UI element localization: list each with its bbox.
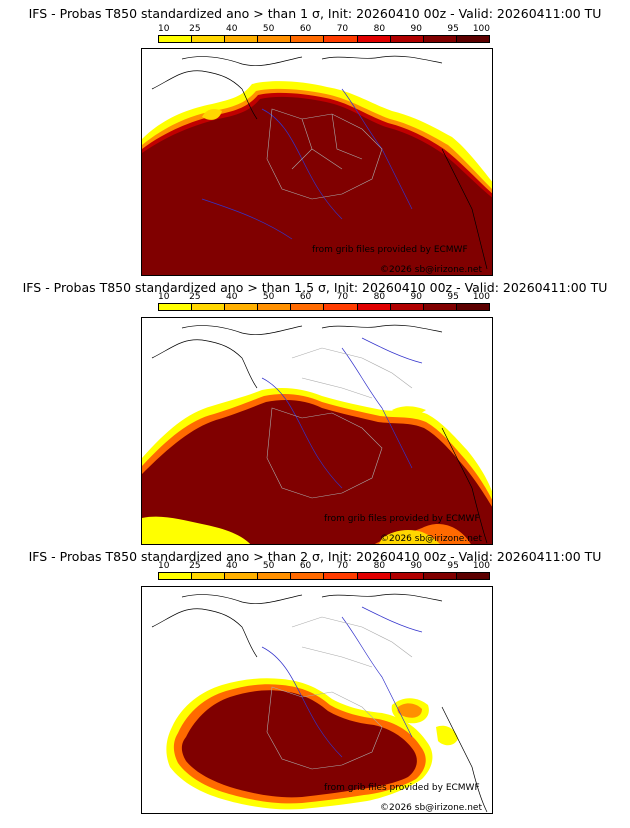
borders: [266, 347, 413, 499]
colorbar-swatch: [258, 36, 292, 42]
colorbar-swatch: [225, 573, 259, 579]
colorbar: [158, 35, 490, 43]
colorbar-swatch: [159, 304, 193, 310]
colorbar-labels: 10 25 40 50 60 70 80 90 95 100: [158, 561, 490, 573]
colorbar-swatch: [423, 36, 457, 42]
colorbar-swatch: [390, 573, 424, 579]
coastlines: [151, 55, 488, 270]
colorbar-swatch: [324, 36, 358, 42]
colorbar-label: 10: [158, 292, 170, 302]
data-source-credit: from grib files provided by ECMWF: [324, 783, 480, 793]
colorbar-label: 60: [299, 24, 312, 34]
colorbar-swatch: [390, 36, 424, 42]
colorbar-labels: 10 25 40 50 60 70 80 90 95 100: [158, 292, 490, 304]
colorbar-label: 95: [447, 561, 459, 571]
map-panel-2: IFS - Probas T850 standardized ano > tha…: [0, 272, 630, 545]
colorbar-swatch: [357, 573, 391, 579]
copyright: ©2026 sb@irizone.net: [380, 803, 482, 813]
colorbar-label: 95: [447, 292, 459, 302]
colorbar-label: 90: [410, 24, 422, 34]
colorbar-label: 25: [189, 292, 201, 302]
data-source-credit: from grib files provided by ECMWF: [312, 245, 468, 255]
borders: [266, 616, 413, 770]
colorbar-swatch: [192, 36, 226, 42]
colorbar-label: 90: [410, 561, 422, 571]
colorbar-label: 25: [189, 24, 201, 34]
colorbar-label: 80: [373, 561, 386, 571]
coastlines: [151, 324, 488, 544]
probability-field: [142, 388, 492, 544]
colorbar-swatch: [423, 573, 457, 579]
probability-map: from grib files provided by ECMWF ©2026 …: [141, 48, 493, 276]
colorbar-swatch: [159, 36, 193, 42]
colorbar-label: 100: [472, 292, 490, 302]
colorbar-swatch: [456, 36, 489, 42]
colorbar-swatch: [324, 304, 358, 310]
probability-map: from grib files provided by ECMWF ©2026 …: [141, 317, 493, 545]
panel-title: IFS - Probas T850 standardized ano > tha…: [28, 6, 602, 21]
colorbar-label: 100: [472, 24, 490, 34]
colorbar-label: 95: [447, 24, 459, 34]
colorbar-label: 10: [158, 561, 170, 571]
colorbar-swatch: [291, 304, 325, 310]
borders: [266, 108, 383, 200]
colorbar: [158, 572, 490, 580]
colorbar-swatch: [258, 573, 292, 579]
colorbar-swatch: [390, 304, 424, 310]
rivers: [261, 337, 423, 489]
colorbar-labels: 10 25 40 50 60 70 80 90 95 100: [158, 24, 490, 36]
colorbar-swatch: [357, 36, 391, 42]
coastlines: [151, 593, 488, 813]
colorbar-label: 70: [336, 292, 349, 302]
colorbar-label: 100: [472, 561, 490, 571]
colorbar-label: 70: [336, 24, 349, 34]
colorbar: [158, 303, 490, 311]
colorbar-label: 50: [262, 24, 275, 34]
colorbar-label: 40: [226, 24, 238, 34]
map-panel-3: IFS - Probas T850 standardized ano > tha…: [0, 544, 630, 828]
colorbar-swatch: [456, 304, 489, 310]
colorbar-swatch: [192, 573, 226, 579]
probability-field: [142, 81, 492, 275]
colorbar-swatch: [291, 36, 325, 42]
colorbar-label: 80: [373, 24, 386, 34]
colorbar-swatch: [291, 573, 325, 579]
colorbar-label: 50: [262, 561, 275, 571]
colorbar-swatch: [357, 304, 391, 310]
probability-map: from grib files provided by ECMWF ©2026 …: [141, 586, 493, 814]
copyright: ©2026 sb@irizone.net: [380, 265, 482, 275]
colorbar-swatch: [456, 573, 489, 579]
colorbar-swatch: [159, 573, 193, 579]
data-source-credit: from grib files provided by ECMWF: [324, 514, 480, 524]
colorbar-label: 10: [158, 24, 170, 34]
colorbar-label: 50: [262, 292, 275, 302]
map-panel-1: IFS - Probas T850 standardized ano > tha…: [0, 0, 630, 276]
colorbar-label: 40: [226, 561, 238, 571]
panel-title: IFS - Probas T850 standardized ano > tha…: [28, 549, 602, 564]
colorbar-label: 60: [299, 561, 312, 571]
panel-title: IFS - Probas T850 standardized ano > tha…: [22, 280, 608, 295]
colorbar-label: 60: [299, 292, 312, 302]
colorbar-swatch: [192, 304, 226, 310]
colorbar-swatch: [423, 304, 457, 310]
colorbar-swatch: [258, 304, 292, 310]
colorbar-label: 70: [336, 561, 349, 571]
colorbar-swatch: [324, 573, 358, 579]
colorbar-label: 90: [410, 292, 422, 302]
colorbar-label: 40: [226, 292, 238, 302]
copyright: ©2026 sb@irizone.net: [380, 534, 482, 544]
colorbar-swatch: [225, 304, 259, 310]
colorbar-label: 25: [189, 561, 201, 571]
colorbar-swatch: [225, 36, 259, 42]
colorbar-label: 80: [373, 292, 386, 302]
